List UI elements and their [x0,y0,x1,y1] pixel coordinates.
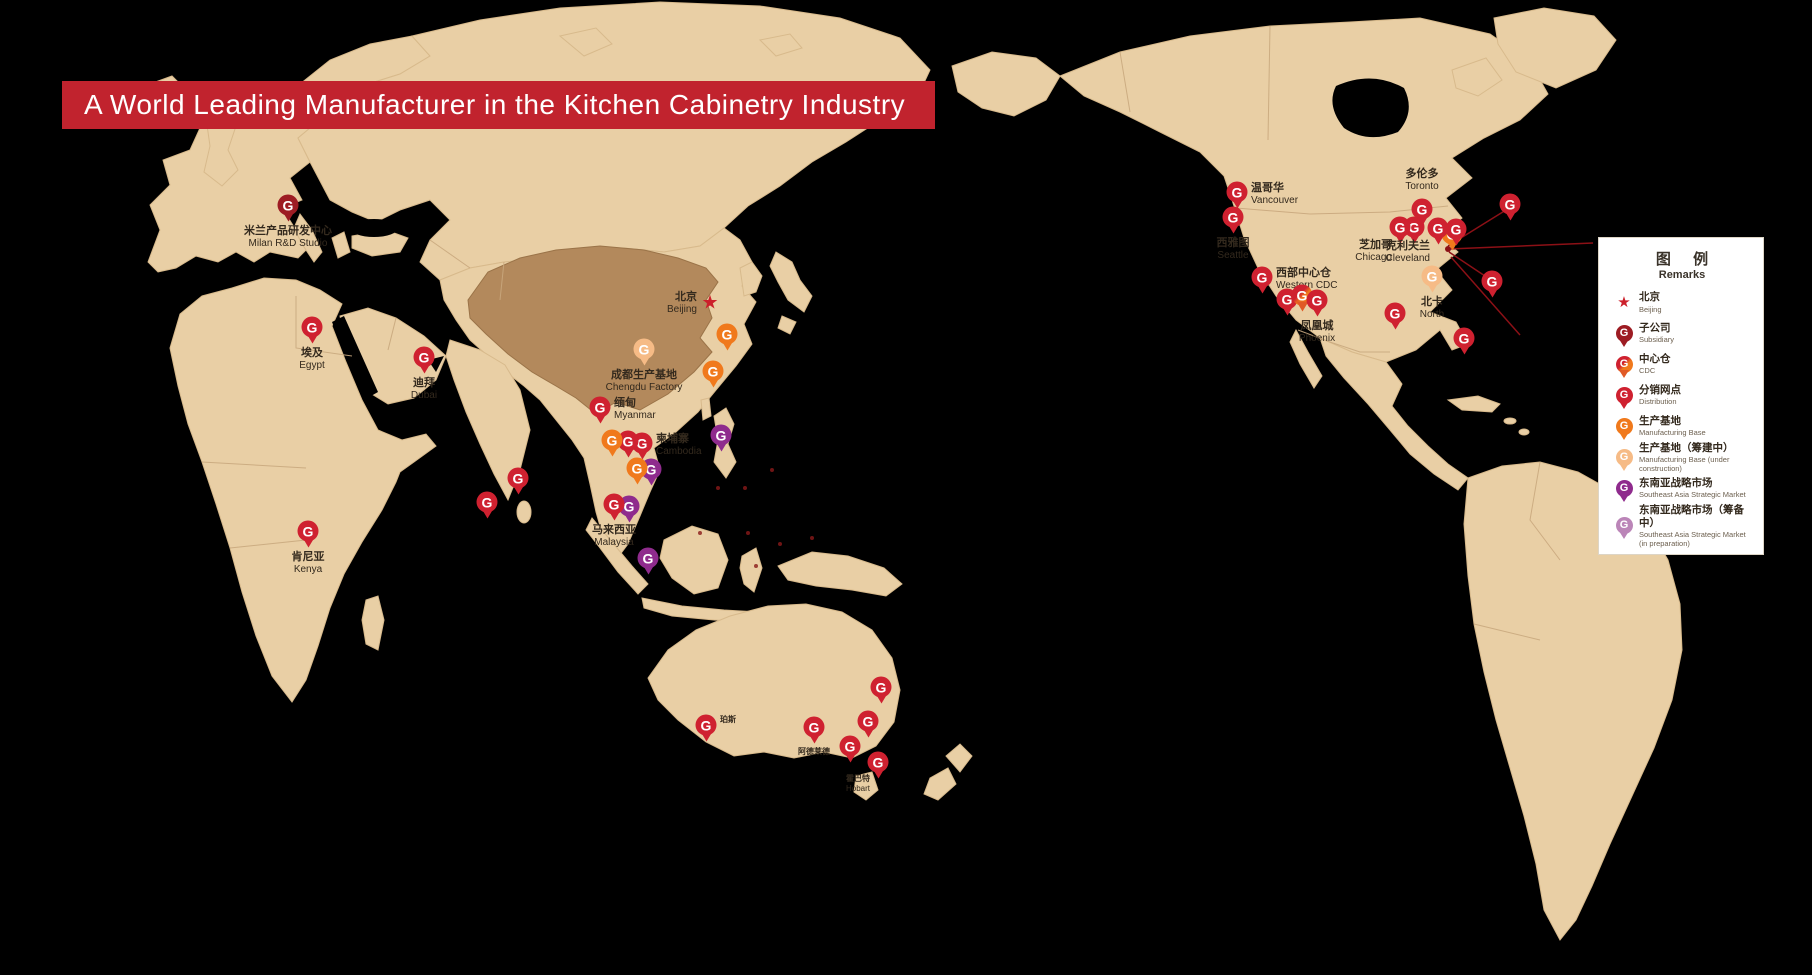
title-banner: A World Leading Manufacturer in the Kitc… [62,81,935,129]
pin-manufacturing-uc-icon: G [1421,265,1443,287]
legend-label-en: Manufacturing Base [1639,428,1706,438]
pin-distribution-icon: G [695,714,717,736]
legend-item-star: ★ 北京 Beijing [1609,287,1755,318]
legend-label-en: Manufacturing Base (under construction) [1639,454,1730,473]
landmass-north-america [951,51,1061,117]
legend-label-zh: 东南亚战略市场 [1639,477,1713,490]
marker-label-adelaide: 阿德莱德 [798,747,830,756]
pin-manufacturing-icon: G [716,323,738,345]
legend-item-sea-market: G 东南亚战略市场 Southeast Asia Strategic Market [1609,473,1755,504]
pin-manufacturing-uc-icon: G [633,338,655,360]
china-highlight [467,245,719,415]
pin-distribution-icon: G [603,493,625,515]
pin-distribution-icon: G [1222,206,1244,228]
legend-item-distribution: G 分销网点 Distribution [1609,380,1755,411]
pin-distribution-icon: G [507,467,529,489]
pin-distribution-icon: G [413,346,435,368]
legend-label-zh: 子公司 [1639,322,1671,335]
legend-label-zh: 中心仓 [1639,353,1671,366]
pin-distribution-icon: G [617,430,639,452]
banner-text: A World Leading Manufacturer in the Kitc… [84,89,906,120]
pin-sea-market-icon: G [637,547,659,569]
marker-label-toronto: 多伦多 Toronto [1405,167,1439,192]
legend-pin-manufacturing-icon: G [1609,417,1639,435]
marker-label-myanmar: 缅甸 Myanmar [614,397,656,422]
pin-distribution-icon: G [301,316,323,338]
legend-panel: 图 例 Remarks ★ 北京 Beijing G 子公司 Subsidiary G 中心仓… [1598,237,1764,555]
beijing-star-icon: ★ [701,292,719,314]
pin-distribution-icon: G [1499,193,1521,215]
legend-item-cdc: G 中心仓 CDC [1609,349,1755,380]
marker-label-malaysia-1: 马来西亚 Malaysia [592,524,636,549]
marker-label-kenya: 肯尼亚 Kenya [291,551,325,576]
pin-distribution-icon: G [297,520,319,542]
pin-manufacturing-icon: G [601,429,623,451]
legend-label-zh: 生产基地（筹建中） [1639,441,1734,454]
legend-label-en: Subsidiary [1639,335,1675,345]
legend-pin-manufacturing-uc-icon: G [1609,448,1639,466]
legend-title-en: Remarks [1658,269,1706,281]
pin-distribution-icon: G [1481,270,1503,292]
legend-label-zh: 北京 [1639,291,1660,304]
marker-label-vancouver: 温哥华 Vancouver [1251,182,1299,207]
marker-label-phoenix: 凤凰城 Phoenix [1298,320,1336,345]
marker-label-cambodia: 柬埔寨 Cambodia [656,433,702,458]
marker-label-hobart: 霍巴特 Hobart [845,774,870,793]
legend-item-subsidiary: G 子公司 Subsidiary [1609,318,1755,349]
legend-item-sea-market-prep: G 东南亚战略市场（筹备中） Southeast Asia Strategic Ma… [1609,504,1755,548]
pin-distribution-icon: G [870,676,892,698]
pin-distribution-icon: G [1384,302,1406,324]
pin-distribution-icon: G [867,751,889,773]
legend-label-en: Beijing [1639,304,1662,314]
pin-distribution-icon: G [857,710,879,732]
pin-distribution-icon: G [1453,327,1475,349]
legend-label-en: CDC [1639,366,1656,376]
legend-pin-distribution-icon: G [1609,386,1639,404]
pin-distribution-icon: G [1226,181,1248,203]
pin-distribution-icon: G [1427,217,1449,239]
legend-label-zh: 东南亚战略市场（筹备中） [1639,503,1744,529]
pin-distribution-icon: G [1411,198,1433,220]
marker-label-seattle: 西雅图 Seattle [1216,237,1250,262]
legend-item-manufacturing-uc: G 生产基地（筹建中） Manufacturing Base (under cons… [1609,442,1755,473]
pin-subsidiary-icon: G [277,194,299,216]
marker-label-cleveland: 克利夫兰 Cleveland [1385,240,1430,265]
legend-pin-cdc-icon: G [1609,355,1639,373]
pin-distribution-icon: G [476,491,498,513]
legend-label-zh: 分销网点 [1639,384,1681,397]
pin-distribution-icon: G [803,716,825,738]
legend-label-en: Southeast Asia Strategic Market [1639,490,1746,500]
marker-label-north-carolina: 北卡 North [1419,296,1445,321]
marker-label-chicago: 芝加哥 Chicago [1355,239,1392,264]
pin-distribution-icon: G [1445,218,1467,240]
marker-label-chengdu: 成都生产基地 Chengdu Factory [605,369,683,394]
pin-distribution-icon: G [1389,216,1411,238]
legend-item-manufacturing: G 生产基地 Manufacturing Base [1609,411,1755,442]
legend-title-zh: 图 例 [1655,251,1718,268]
marker-label-beijing: 北京 Beijing [666,291,697,316]
marker-label-perth: 珀斯 [720,715,736,724]
legend-label-zh: 生产基地 [1639,415,1681,428]
legend-pin-subsidiary-icon: G [1609,324,1639,342]
legend-star-icon: ★ [1617,293,1631,311]
pin-distribution-icon: G [1251,266,1273,288]
marker-label-milan: 米兰产品研发中心 Milan R&D Studio [244,225,332,250]
marker-label-egypt: 埃及 Egypt [299,347,325,372]
pin-distribution-icon: G [1306,289,1328,311]
legend-label-en: Southeast Asia Strategic Market (in prep… [1639,530,1746,548]
legend-pin-sea-market-icon: G [1609,479,1639,497]
landmass-africa [169,277,437,703]
pin-manufacturing-icon: G [626,457,648,479]
pin-sea-market-icon: G [710,424,732,446]
pin-manufacturing-icon: G [702,360,724,382]
legend-label-en: Distribution [1639,397,1677,407]
connector-line [1448,242,1594,250]
pin-distribution-icon: G [839,735,861,757]
pin-distribution-icon: G [589,396,611,418]
legend-items: ★ 北京 Beijing G 子公司 Subsidiary G 中心仓 CDC G 分销网点 Dist… [1609,287,1755,548]
legend-pin-sea-market-prep-icon: G [1609,517,1639,535]
marker-label-dubai: 迪拜 Dubai [410,377,438,402]
